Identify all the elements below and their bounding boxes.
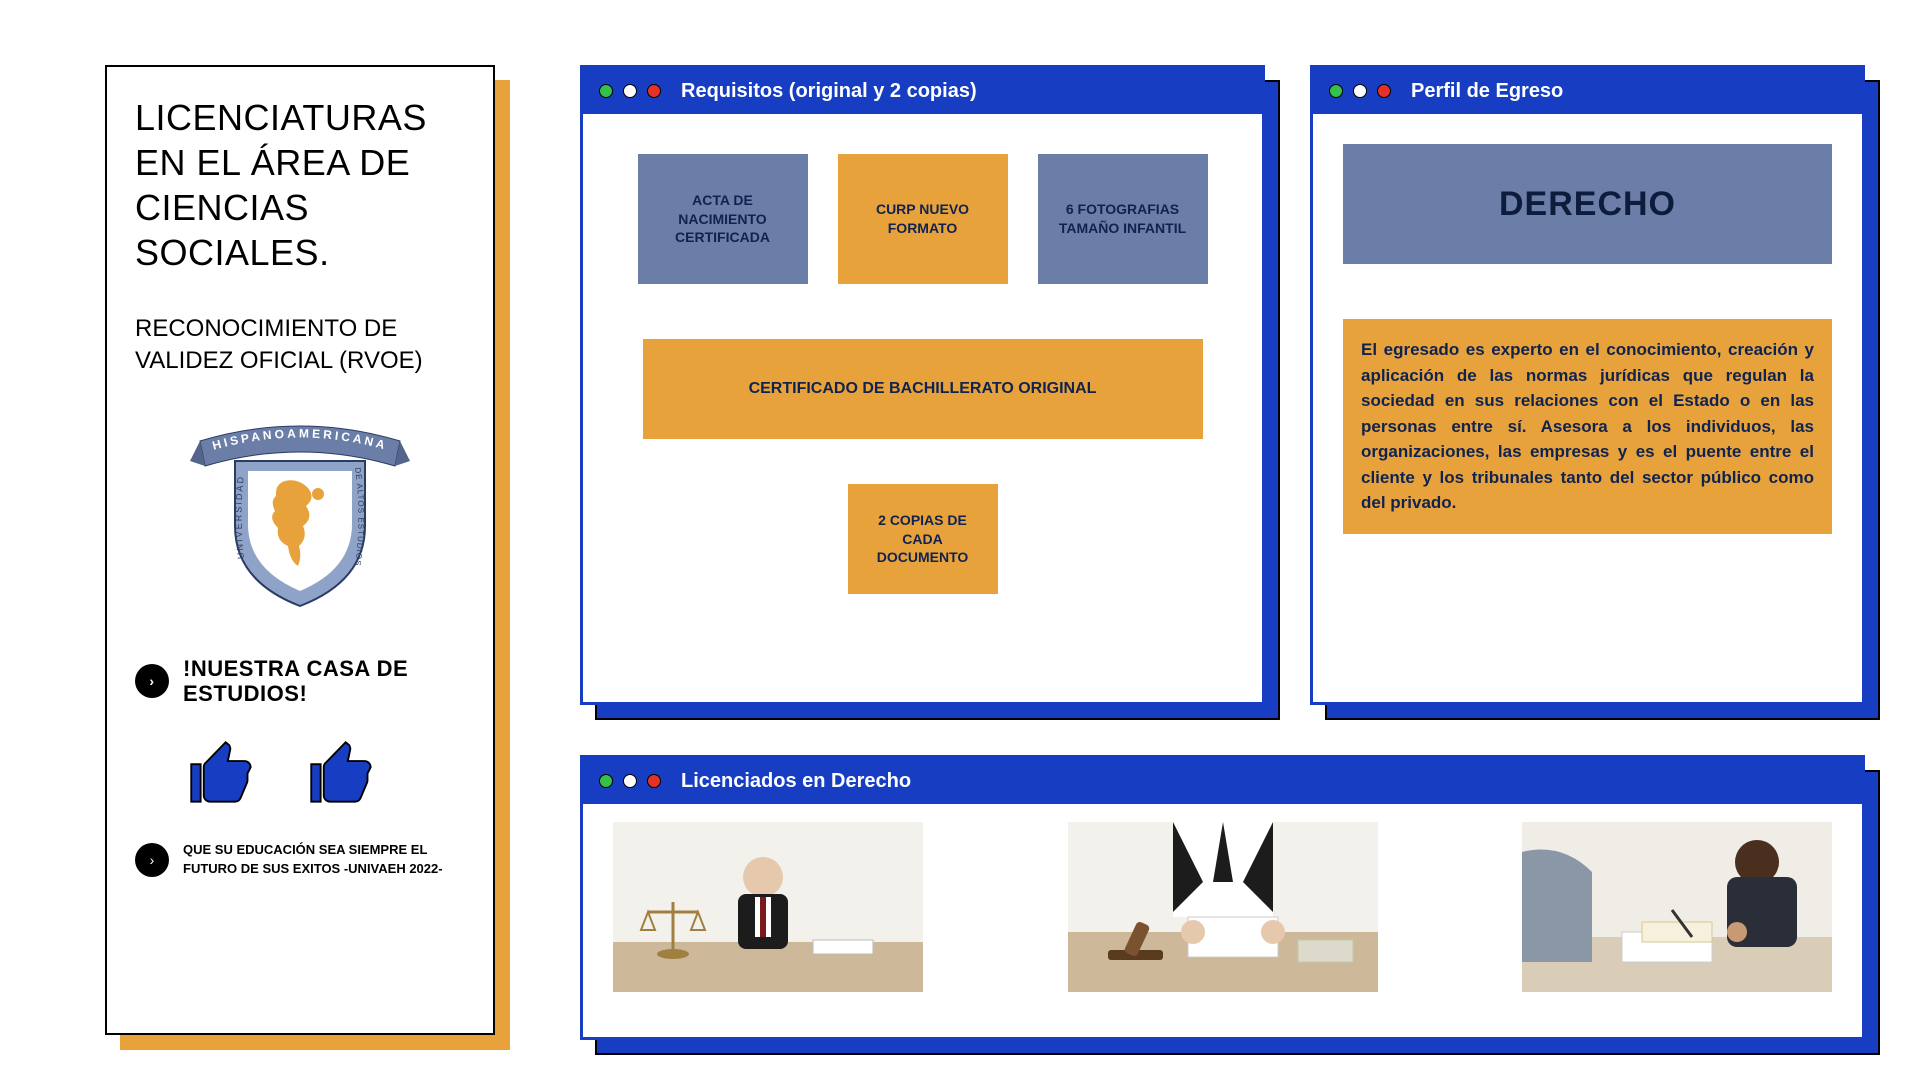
- perfil-titlebar: Perfil de Egreso: [1313, 68, 1862, 114]
- perfil-text: El egresado es experto en el conocimient…: [1343, 319, 1832, 534]
- tile-copias: 2 COPIAS DE CADA DOCUMENTO: [848, 484, 998, 594]
- left-panel: LICENCIATURAS EN EL ÁREA DE CIENCIAS SOC…: [105, 65, 495, 1035]
- chevron-right-icon: ›: [135, 664, 169, 698]
- thumbs-up-icon: [305, 736, 380, 811]
- tile-certificado: CERTIFICADO DE BACHILLERATO ORIGINAL: [643, 339, 1203, 439]
- requisitos-body: ACTA DE NACIMIENTO CERTIFICADA CURP NUEV…: [583, 114, 1262, 614]
- window-dot-green-icon: [599, 84, 613, 98]
- requisitos-title: Requisitos (original y 2 copias): [681, 80, 977, 103]
- photo-consultation: [1522, 822, 1832, 992]
- thumbs-row: [135, 736, 465, 811]
- perfil-window: Perfil de Egreso DERECHO El egresado es …: [1310, 65, 1865, 705]
- window-dot-white-icon: [623, 774, 637, 788]
- window-dot-green-icon: [599, 774, 613, 788]
- perfil-title: Perfil de Egreso: [1411, 80, 1563, 103]
- licenciados-titlebar: Licenciados en Derecho: [583, 758, 1862, 804]
- window-dot-red-icon: [647, 774, 661, 788]
- window-dot-white-icon: [623, 84, 637, 98]
- photo-lawyer-desk: [613, 822, 923, 992]
- licenciados-title: Licenciados en Derecho: [681, 770, 911, 793]
- chevron-right-icon: ›: [135, 843, 169, 877]
- casa-row: › !NUESTRA CASA DE ESTUDIOS!: [135, 656, 465, 707]
- motto-text: QUE SU EDUCACIÓN SEA SIEMPRE EL FUTURO D…: [183, 841, 465, 877]
- casa-text: !NUESTRA CASA DE ESTUDIOS!: [183, 656, 465, 707]
- tile-curp: CURP NUEVO FORMATO: [838, 154, 1008, 284]
- tile-fotos: 6 FOTOGRAFIAS TAMAÑO INFANTIL: [1038, 154, 1208, 284]
- window-dot-red-icon: [647, 84, 661, 98]
- licenciados-window: Licenciados en Derecho: [580, 755, 1865, 1040]
- perfil-heading: DERECHO: [1343, 144, 1832, 264]
- tile-acta: ACTA DE NACIMIENTO CERTIFICADA: [638, 154, 808, 284]
- window-dot-green-icon: [1329, 84, 1343, 98]
- left-title: LICENCIATURAS EN EL ÁREA DE CIENCIAS SOC…: [135, 95, 465, 275]
- window-dot-red-icon: [1377, 84, 1391, 98]
- window-dot-white-icon: [1353, 84, 1367, 98]
- licenciados-body: [583, 804, 1862, 1004]
- requisitos-window: Requisitos (original y 2 copias) ACTA DE…: [580, 65, 1265, 705]
- motto-row: › QUE SU EDUCACIÓN SEA SIEMPRE EL FUTURO…: [135, 841, 465, 877]
- requisitos-titlebar: Requisitos (original y 2 copias): [583, 68, 1262, 114]
- left-subtitle: RECONOCIMIENTO DE VALIDEZ OFICIAL (RVOE): [135, 313, 465, 378]
- university-logo: HISPANOAMERICANA UNIVERSIDAD DE ALTOS ES…: [135, 406, 465, 616]
- perfil-body: DERECHO El egresado es experto en el con…: [1313, 114, 1862, 554]
- photo-signing-gavel: [1068, 822, 1378, 992]
- thumbs-up-icon: [185, 736, 260, 811]
